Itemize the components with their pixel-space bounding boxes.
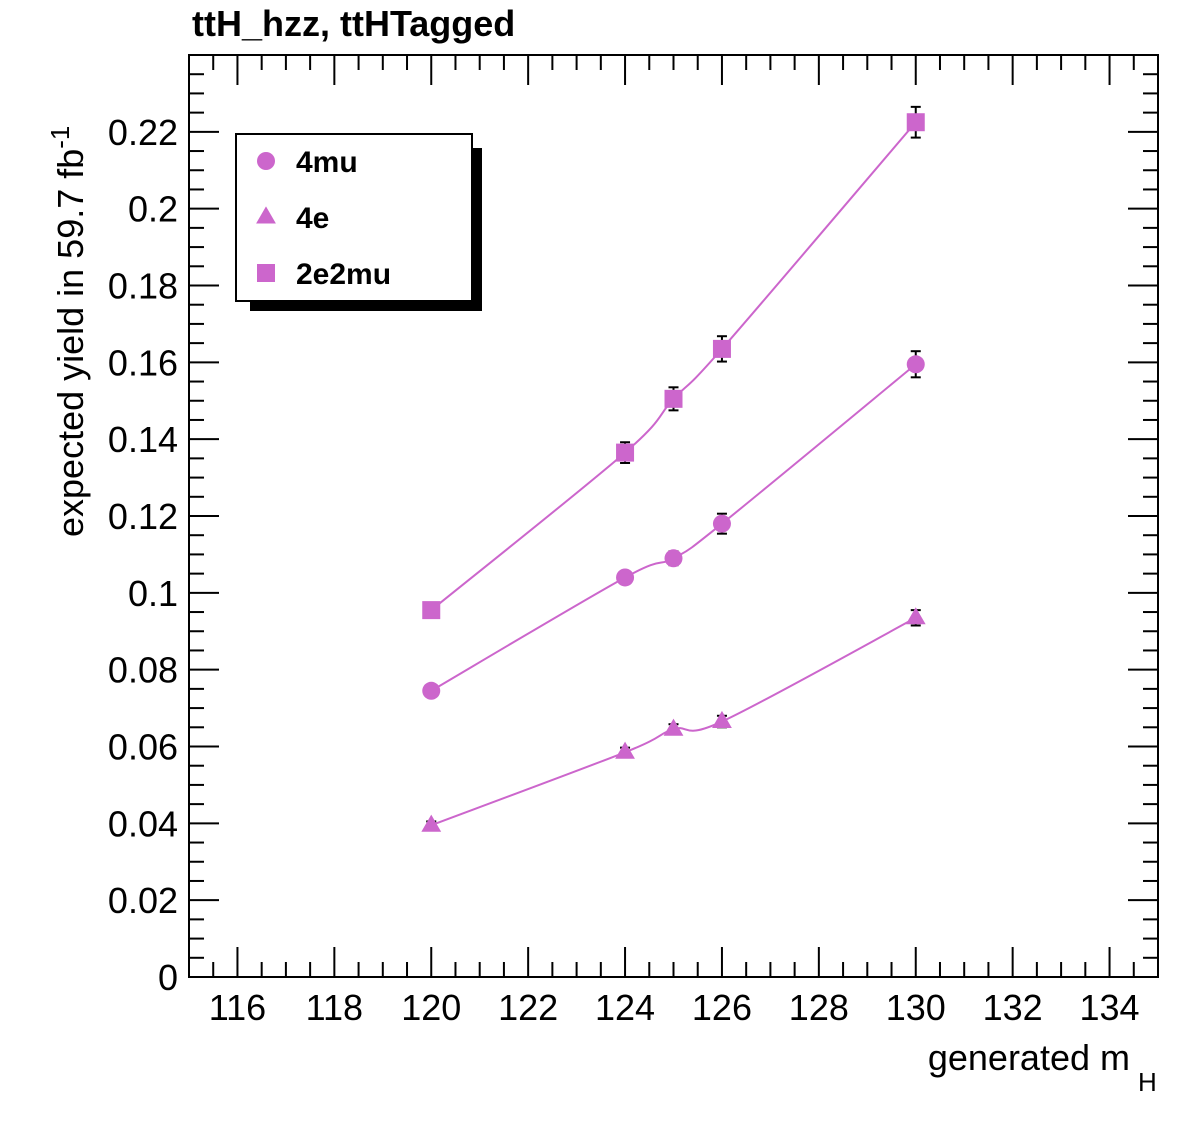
x-tick-label: 124: [595, 987, 655, 1028]
y-tick-label: 0.22: [108, 112, 178, 153]
y-axis-label-superscript: -1: [45, 126, 75, 149]
series-4mu: [422, 350, 925, 700]
y-axis-label: expected yield in 59.7 fb-1: [45, 126, 91, 537]
x-axis-label-subscript: H: [1138, 1067, 1157, 1097]
x-tick-label: 118: [306, 987, 363, 1028]
data-point-4e: [905, 607, 926, 625]
data-point-2e2mu: [616, 443, 635, 462]
data-point-4e: [615, 741, 635, 759]
y-tick-label: 0.02: [108, 880, 178, 921]
x-axis-label-main: generated m: [928, 1037, 1130, 1078]
series-4e: [421, 607, 926, 832]
data-point-2e2mu: [712, 339, 731, 358]
y-tick-label: 0.2: [128, 189, 178, 230]
series-2e2mu: [422, 105, 925, 620]
data-point-4e: [421, 814, 442, 832]
data-point-4mu: [616, 568, 635, 587]
legend-label-2e2mu: 2e2mu: [296, 258, 391, 291]
y-axis-label-main: expected yield in 59.7 fb: [50, 149, 91, 537]
y-tick-label: 0.08: [108, 650, 178, 691]
legend-marker-2e2mu: [257, 264, 275, 282]
y-tick-label: 0.18: [108, 266, 178, 307]
y-tick-label: 0.1: [128, 573, 178, 614]
x-tick-label: 132: [983, 987, 1043, 1028]
x-tick-label: 122: [498, 987, 558, 1028]
data-point-4mu: [422, 681, 441, 700]
x-tick-label: 116: [209, 987, 266, 1028]
x-tick-label: 120: [401, 987, 461, 1028]
legend-marker-4e: [256, 206, 276, 224]
x-axis-label: generated m: [928, 1037, 1130, 1078]
data-point-2e2mu: [906, 113, 925, 132]
y-tick-label: 0.12: [108, 496, 178, 537]
data-point-2e2mu: [422, 601, 441, 620]
legend-label-4mu: 4mu: [296, 146, 358, 179]
data-point-4mu: [906, 355, 925, 374]
x-tick-label: 130: [886, 987, 946, 1028]
fit-curve-2e2mu: [430, 121, 917, 611]
legend: 4mu 4e 2e2mu: [235, 133, 482, 311]
chart-title: ttH_hzz, ttHTagged: [192, 3, 515, 44]
y-tick-label: 0.04: [108, 803, 178, 844]
y-tick-labels: 0 0.02 0.04 0.06 0.08 0.1 0.12 0.14 0.16 0.18 0.2 0…: [108, 112, 178, 998]
x-tick-label: 126: [692, 987, 752, 1028]
data-point-4e: [663, 718, 684, 736]
data-point-4mu: [712, 514, 731, 533]
data-point-2e2mu: [664, 389, 683, 408]
x-tick-labels: 116 118 120 122 124 126 128 130 132 134: [209, 987, 1140, 1028]
y-tick-label: 0: [158, 957, 178, 998]
y-tick-label: 0.06: [108, 727, 178, 768]
legend-label-4e: 4e: [296, 202, 329, 235]
y-tick-label: 0.14: [108, 419, 178, 460]
y-tick-label: 0.16: [108, 342, 178, 383]
axis-ticks: [188, 54, 1159, 978]
x-tick-label: 128: [789, 987, 849, 1028]
x-tick-label: 134: [1080, 987, 1140, 1028]
legend-marker-4mu: [257, 152, 275, 170]
data-point-4e: [712, 710, 732, 729]
fit-curve-4mu: [430, 363, 917, 692]
legend-box: [235, 133, 473, 302]
data-series: [421, 105, 926, 832]
data-point-4mu: [664, 549, 683, 568]
